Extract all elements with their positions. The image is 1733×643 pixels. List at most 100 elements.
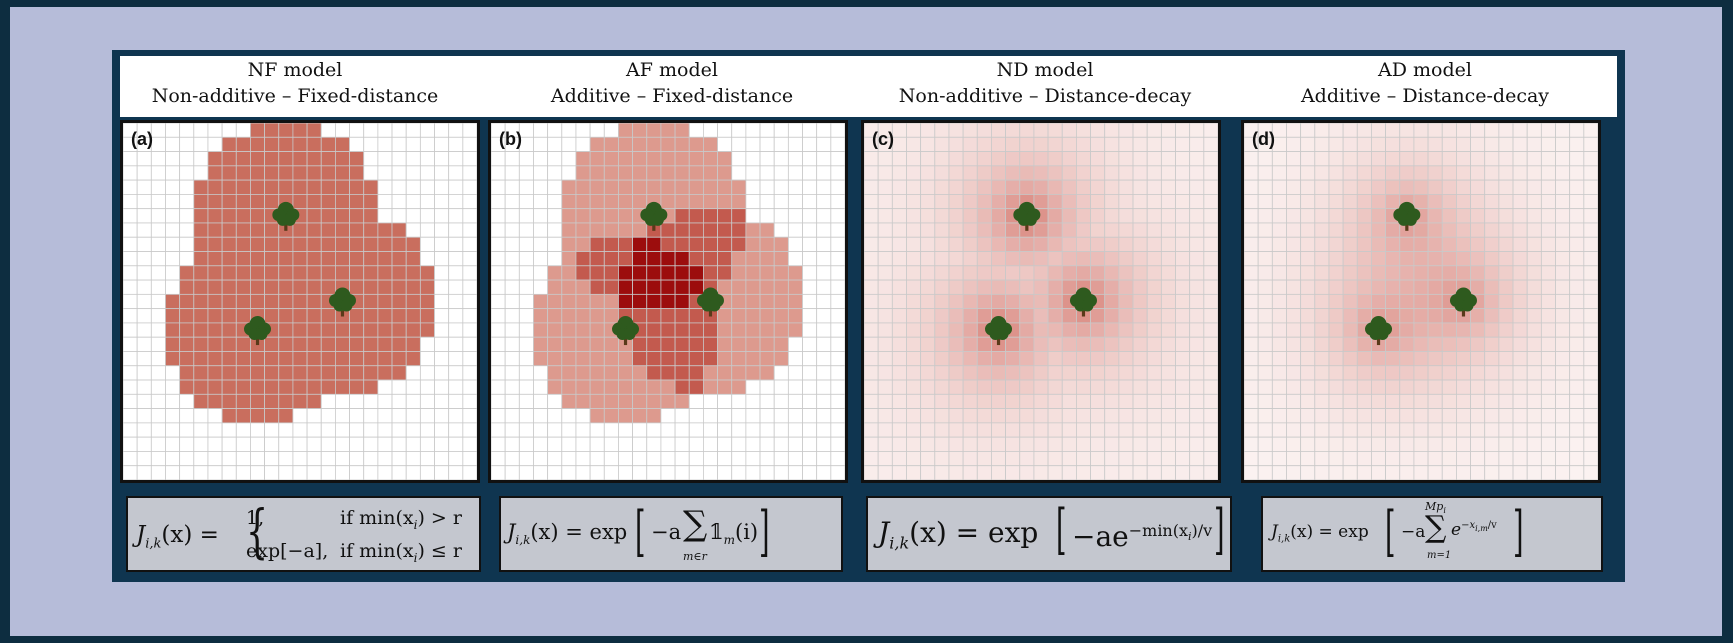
grid-cell (462, 123, 477, 138)
grid-cell (1555, 436, 1571, 452)
grid-cell (123, 236, 138, 252)
grid-cell (462, 251, 477, 267)
grid-cell (1090, 123, 1106, 138)
eq-lhs: J (507, 520, 516, 544)
grid-cell (976, 165, 992, 181)
grid-cell (235, 165, 251, 181)
grid-cell (731, 151, 747, 167)
grid-cell (1132, 379, 1148, 395)
grid-cell (320, 279, 336, 295)
grid-cell (1470, 336, 1486, 352)
grid-cell (759, 151, 775, 167)
grid-map (491, 123, 845, 480)
grid-cell (320, 136, 336, 152)
grid-cell (660, 265, 676, 281)
grid-cell (1189, 379, 1205, 395)
grid-cell (377, 351, 393, 367)
grid-cell (1371, 194, 1387, 210)
grid-cell (292, 308, 308, 324)
grid-cell (179, 422, 195, 438)
grid-cell (405, 279, 421, 295)
grid-cell (1526, 123, 1542, 138)
grid-cell (434, 451, 450, 467)
grid-cell (1257, 393, 1273, 410)
grid-cell (1090, 251, 1106, 267)
grid-cell (920, 208, 936, 224)
grid-cell (1104, 251, 1120, 267)
grid-cell (547, 336, 563, 352)
grid-cell (1271, 322, 1287, 338)
grid-cell (123, 379, 138, 395)
grid-cell (165, 179, 181, 195)
grid-cell (934, 265, 950, 281)
grid-cell (1498, 379, 1514, 395)
grid-cell (1104, 293, 1120, 310)
grid-cell (948, 123, 964, 138)
grid-cell (1470, 365, 1486, 381)
eq-sum: ∑ (683, 504, 708, 544)
grid-cell (363, 322, 379, 338)
eq-right-bracket: ] (1513, 500, 1524, 563)
grid-cell (688, 351, 704, 367)
grid-cell (391, 365, 407, 381)
grid-cell (235, 179, 251, 195)
grid-cell (575, 436, 591, 452)
grid-cell (221, 236, 237, 252)
grid-cell (787, 365, 803, 381)
eq-sup: −min(xi)/v (1129, 521, 1212, 543)
grid-cell (934, 279, 950, 295)
grid-cell (1356, 151, 1372, 167)
grid-cell (1555, 393, 1571, 410)
grid-cell (816, 351, 832, 367)
grid-cell (1413, 136, 1429, 152)
grid-cell (1286, 308, 1302, 324)
grid-cell (1118, 123, 1134, 138)
grid-cell (1300, 236, 1316, 252)
grid-cell (491, 236, 506, 252)
grid-cell (462, 236, 477, 252)
grid-cell (448, 194, 464, 210)
grid-cell (165, 451, 181, 467)
grid-cell (1455, 265, 1471, 281)
grid-cell (702, 236, 718, 252)
grid-cell (660, 236, 676, 252)
grid-cell (1540, 351, 1556, 367)
grid-cell (1175, 194, 1191, 210)
grid-cell (250, 179, 266, 195)
grid-cell (419, 265, 435, 281)
grid-cell (864, 465, 879, 480)
grid-cell (773, 265, 789, 281)
grid-cell (1583, 165, 1598, 181)
grid-cell (136, 451, 152, 467)
grid-cell (547, 436, 563, 452)
grid-cell (1569, 365, 1585, 381)
grid-cell (1314, 336, 1330, 352)
grid-cell (731, 222, 747, 238)
grid-cell (504, 408, 520, 424)
grid-cell (589, 136, 605, 152)
grid-cell (1175, 179, 1191, 195)
grid-cell (1286, 436, 1302, 452)
grid-cell (759, 123, 775, 138)
grid-cell (363, 336, 379, 352)
grid-cell (334, 436, 350, 452)
grid-cell (877, 336, 893, 352)
grid-cell (759, 293, 775, 310)
grid-cell (504, 179, 520, 195)
grid-cell (1512, 451, 1528, 467)
grid-cell (1555, 236, 1571, 252)
grid-cell (1441, 465, 1457, 480)
grid-cell (816, 222, 832, 238)
grid-cell (1146, 408, 1162, 424)
grid-cell (1061, 336, 1077, 352)
grid-cell (1132, 151, 1148, 167)
panel-label: (a) (131, 129, 153, 149)
grid-cell (1160, 265, 1176, 281)
grid-cell (1160, 165, 1176, 181)
grid-cell (1569, 308, 1585, 324)
grid-cell (193, 279, 209, 295)
grid-cell (920, 393, 936, 410)
grid-cell (391, 408, 407, 424)
grid-cell (504, 436, 520, 452)
grid-cell (1328, 465, 1344, 480)
